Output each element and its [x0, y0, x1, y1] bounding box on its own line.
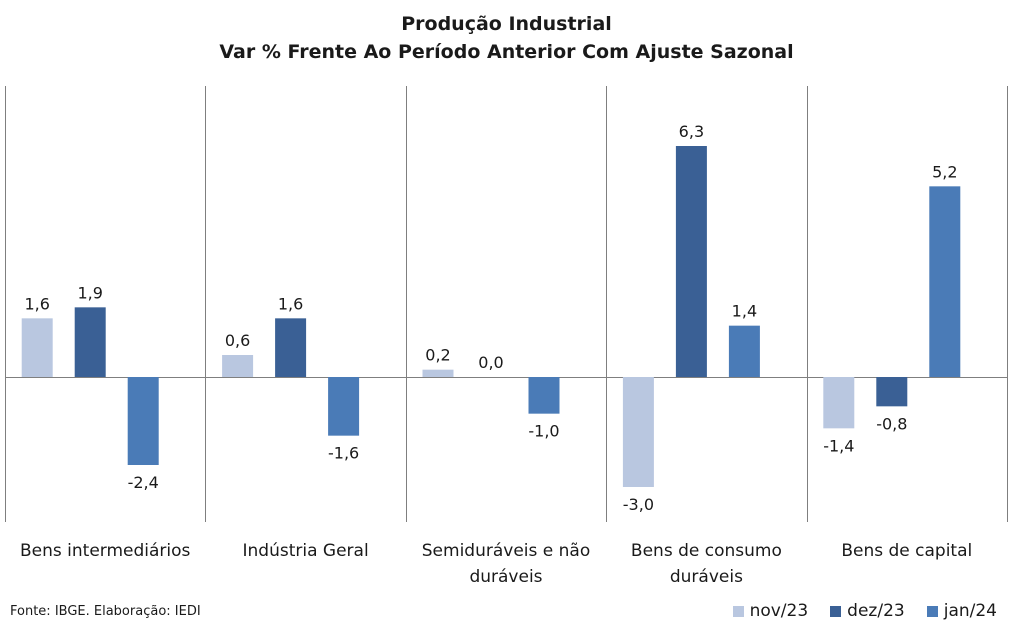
bar-nov23-2: [422, 369, 454, 377]
data-label: -1,0: [528, 422, 559, 441]
data-label: 1,9: [77, 283, 102, 302]
data-label: 0,2: [425, 346, 450, 365]
bar-dez23-4: [876, 377, 908, 407]
chart-subtitle-line: Var % Frente Ao Período Anterior Com Aju…: [219, 41, 794, 63]
bar-nov23-3: [622, 377, 654, 487]
bar-jan24-4: [929, 186, 961, 377]
legend-swatch-dez23: [830, 605, 842, 617]
bar-dez23-3: [675, 146, 707, 377]
data-label: 5,2: [932, 162, 957, 181]
legend-swatch-nov23: [732, 605, 744, 617]
data-label: 1,4: [732, 302, 757, 321]
bar-dez23-0: [74, 307, 106, 377]
data-label: 6,3: [679, 122, 704, 141]
bar-nov23-0: [21, 318, 53, 377]
source-note: Fonte: IBGE. Elaboração: IEDI: [10, 604, 201, 619]
category-label: Bens intermediários: [20, 541, 191, 561]
data-label: 1,6: [24, 294, 49, 313]
bar-jan24-0: [127, 377, 159, 465]
data-label: 1,6: [278, 294, 303, 313]
bar-nov23-4: [823, 377, 855, 429]
category-label: Bens de capital: [841, 541, 972, 561]
bar-jan24-1: [328, 377, 360, 436]
data-label: -1,4: [823, 436, 854, 455]
legend-item-jan24: jan/24: [926, 601, 997, 621]
data-label: -2,4: [128, 473, 159, 492]
category-label: Indústria Geral: [243, 541, 369, 561]
chart-title-line: Produção Industrial: [401, 13, 612, 35]
bar-jan24-2: [528, 377, 560, 414]
legend-swatch-jan24: [926, 605, 938, 617]
legend: nov/23 dez/23 jan/24: [732, 601, 997, 621]
data-label: -1,6: [328, 444, 359, 463]
category-label: Semiduráveis e não: [422, 541, 590, 561]
category-label: duráveis: [670, 567, 743, 587]
legend-item-nov23: nov/23: [732, 601, 809, 621]
legend-label-dez23: dez/23: [847, 601, 905, 621]
legend-item-dez23: dez/23: [830, 601, 905, 621]
chart-title: Produção Industrial Var % Frente Ao Perí…: [0, 10, 1013, 66]
data-label: -3,0: [623, 495, 654, 514]
data-label: 0,0: [478, 353, 503, 372]
bar-dez23-1: [275, 318, 307, 377]
category-label: duráveis: [469, 567, 542, 587]
bar-jan24-3: [728, 325, 760, 377]
bar-nov23-1: [222, 355, 254, 377]
data-label: 0,6: [225, 331, 250, 350]
legend-label-nov23: nov/23: [749, 601, 809, 621]
data-label: -0,8: [876, 414, 907, 433]
legend-label-jan24: jan/24: [943, 601, 997, 621]
category-label: Bens de consumo: [631, 541, 782, 561]
